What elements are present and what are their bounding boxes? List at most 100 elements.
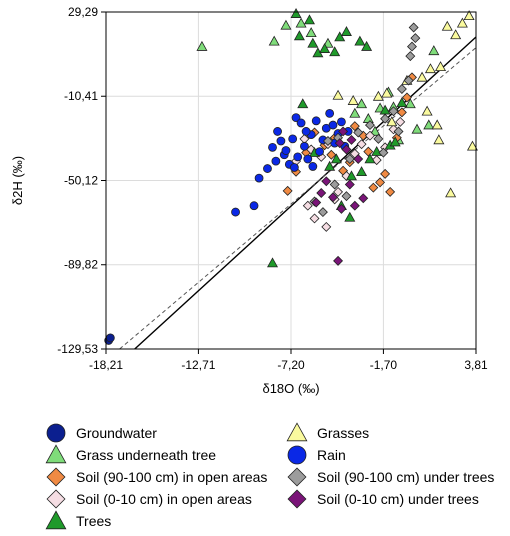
point-trees xyxy=(303,14,315,25)
y-tick-label: -129,53 xyxy=(57,342,98,356)
point-grasses xyxy=(435,61,447,71)
legend-label: Rain xyxy=(317,447,346,463)
point-groundwater xyxy=(105,333,115,343)
point-soil-90-100-cm-in-open-areas xyxy=(380,168,391,179)
legend-label: Trees xyxy=(76,513,112,529)
x-tick-label: -7,20 xyxy=(277,358,305,372)
legend-marker-trees xyxy=(45,510,67,530)
legend-marker-soil-90-100-cm-in-open-areas xyxy=(46,467,66,487)
legend-symbol-trees xyxy=(45,510,67,530)
legend-label: Groundwater xyxy=(76,425,157,441)
point-soil-0-10-cm-in-open-areas xyxy=(321,221,332,232)
point-soil-90-100-cm-in-open-areas xyxy=(282,185,293,196)
point-grasses xyxy=(466,140,478,151)
point-rain xyxy=(303,154,313,164)
x-axis-ticks: -18,21 -12,71 -7,20 -1,70 3,81 xyxy=(89,349,488,372)
point-grasses xyxy=(372,90,384,101)
point-rain xyxy=(281,146,291,155)
grid-lines xyxy=(105,11,477,350)
legend-label: Soil (0-10 cm) in open areas xyxy=(76,491,252,507)
point-trees xyxy=(324,160,336,171)
legend-item-groundwater: Groundwater xyxy=(44,422,157,444)
point-soil-0-10-cm-under-trees xyxy=(336,203,347,214)
series-groundwater xyxy=(104,333,115,345)
point-soil-90-100-cm-under-trees xyxy=(380,113,391,124)
point-soil-90-100-cm-in-open-areas xyxy=(349,121,360,132)
point-soil-0-10-cm-in-open-areas xyxy=(371,155,382,166)
point-soil-0-10-cm-under-trees xyxy=(358,193,369,204)
point-trees xyxy=(364,153,376,164)
x-tick-label: -18,21 xyxy=(89,358,123,372)
legend-item-soil-0-10-cm-in-open-areas: Soil (0-10 cm) in open areas xyxy=(44,488,252,510)
point-soil-90-100-cm-under-trees xyxy=(344,154,355,165)
point-soil-90-100-cm-under-trees xyxy=(407,41,417,52)
point-rain xyxy=(289,163,299,172)
legend-symbol-grasses xyxy=(286,422,308,442)
point-soil-0-10-cm-under-trees xyxy=(341,144,352,155)
point-grass-underneath-tree xyxy=(423,119,435,130)
point-soil-90-100-cm-in-open-areas xyxy=(385,186,396,197)
y-tick-label: -10,41 xyxy=(64,89,98,103)
point-soil-90-100-cm-under-trees xyxy=(378,147,389,158)
legend-label: Soil (0-10 cm) under trees xyxy=(317,491,479,507)
point-rain xyxy=(271,156,281,166)
point-soil-90-100-cm-under-trees xyxy=(408,22,419,33)
point-grass-underneath-tree xyxy=(268,35,280,46)
point-grasses xyxy=(441,20,453,31)
point-rain xyxy=(301,127,311,136)
point-rain xyxy=(268,142,277,152)
point-rain xyxy=(291,113,301,123)
point-rain xyxy=(300,141,309,151)
point-rain xyxy=(276,136,286,146)
point-soil-0-10-cm-in-open-areas xyxy=(356,139,367,150)
legend-item-soil-0-10-cm-under-trees: Soil (0-10 cm) under trees xyxy=(285,488,479,510)
series-grasses xyxy=(332,10,478,198)
point-soil-90-100-cm-under-trees xyxy=(410,33,421,44)
point-soil-0-10-cm-in-open-areas xyxy=(309,213,320,224)
point-grass-underneath-tree xyxy=(369,125,381,136)
point-soil-0-10-cm-under-trees xyxy=(311,197,322,208)
legend-marker-rain xyxy=(287,445,307,465)
legend-item-rain: Rain xyxy=(285,444,346,466)
point-trees xyxy=(290,8,302,18)
point-grasses xyxy=(456,17,468,28)
point-grass-underneath-tree xyxy=(356,98,368,109)
legend-label: Soil (90-100 cm) in open areas xyxy=(76,469,268,485)
point-rain xyxy=(288,134,298,144)
x-tick-label: -1,70 xyxy=(370,358,398,372)
y-axis-ticks: -129,53 -89,82 -50,12 -10,41 29,29 xyxy=(57,5,106,356)
point-soil-90-100-cm-in-open-areas xyxy=(396,107,407,118)
point-soil-90-100-cm-under-trees xyxy=(388,106,399,117)
series-soil-90-100-cm-under-trees xyxy=(309,22,421,218)
point-soil-90-100-cm-under-trees xyxy=(329,179,340,190)
point-rain xyxy=(308,162,318,171)
scatter-chart: -18,21 -12,71 -7,20 -1,70 3,81 -129,53 -89,82… xyxy=(10,5,488,396)
point-rain xyxy=(273,127,282,136)
point-grasses xyxy=(386,116,398,127)
point-trees xyxy=(330,153,342,164)
point-trees xyxy=(340,26,352,36)
point-grass-underneath-tree xyxy=(280,19,292,30)
legend-label: Grasses xyxy=(317,425,370,441)
point-rain xyxy=(263,164,272,173)
point-trees xyxy=(267,257,279,268)
point-rain xyxy=(249,201,259,211)
point-soil-0-10-cm-under-trees xyxy=(316,188,327,198)
y-tick-label: 29,29 xyxy=(68,5,98,19)
reference-line-dashed xyxy=(119,47,477,350)
x-axis-title: δ18O (‰) xyxy=(262,381,319,396)
point-soil-0-10-cm-in-open-areas xyxy=(302,200,313,211)
series-rain xyxy=(231,109,353,217)
point-grasses xyxy=(445,187,457,198)
point-trees xyxy=(354,35,366,46)
point-grass-underneath-tree xyxy=(404,98,416,109)
legend-marker-grass-underneath-tree xyxy=(45,444,67,464)
point-soil-0-10-cm-under-trees xyxy=(349,200,360,211)
legend: Groundwater Grass underneath tree Soil (90… xyxy=(0,418,510,536)
y-tick-label: -50,12 xyxy=(64,174,98,188)
point-soil-90-100-cm-under-trees xyxy=(403,75,414,86)
legend-label: Grass underneath tree xyxy=(76,447,217,463)
point-grasses xyxy=(431,119,443,130)
point-trees xyxy=(329,46,341,57)
point-soil-0-10-cm-under-trees xyxy=(353,154,364,165)
